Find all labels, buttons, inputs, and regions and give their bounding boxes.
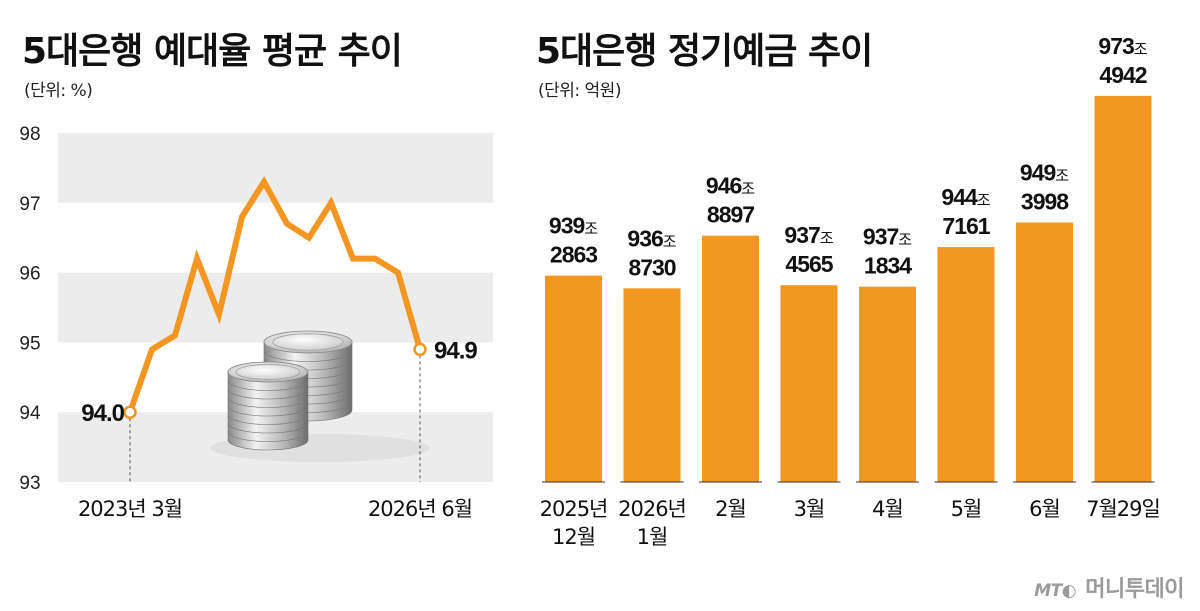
bar	[623, 288, 681, 482]
jo-number: 949	[1020, 159, 1056, 185]
jo-unit: 조	[1055, 167, 1069, 184]
y-tick-label: 93	[19, 473, 40, 494]
jo-unit: 조	[820, 230, 834, 247]
endpoint-marker	[413, 342, 427, 357]
bar-value-label-jo: 937조	[784, 222, 833, 248]
x-tick-label: 2023년 3월	[78, 497, 182, 521]
jo-unit: 조	[1134, 41, 1148, 58]
jo-number: 944	[941, 184, 978, 210]
grid-band	[58, 133, 493, 203]
bar-value-label-rest: 3998	[1021, 188, 1069, 214]
grid-band	[58, 272, 493, 343]
bar	[1016, 222, 1073, 482]
bar-value-label-rest: 8730	[628, 254, 675, 280]
x-tick-label: 2월	[715, 497, 746, 521]
x-tick-label: 3월	[794, 497, 825, 521]
bar	[702, 235, 759, 482]
bar	[780, 285, 838, 482]
y-tick-label: 97	[19, 194, 40, 215]
jo-number: 937	[784, 222, 820, 248]
y-tick-label: 96	[19, 264, 40, 285]
y-tick-label: 98	[19, 124, 40, 145]
right-chart-unit: (단위: 억원)	[538, 81, 621, 101]
mt-logo-icon: MT◐	[1034, 581, 1077, 601]
left-chart-unit: (단위: %)	[24, 81, 93, 101]
coin-top	[263, 330, 353, 354]
x-tick-label: 5월	[951, 497, 982, 521]
jo-number: 939	[549, 213, 585, 239]
jo-unit: 조	[977, 192, 991, 209]
jo-unit: 조	[741, 181, 755, 198]
bar	[545, 275, 602, 482]
bar	[1094, 95, 1152, 483]
left-y-tick-labels: 98 97 96 95 94 93	[19, 124, 41, 494]
bar-value-label-jo: 936조	[627, 225, 676, 251]
bar-value-label-rest: 1834	[864, 253, 912, 279]
x-tick-label: 2026년	[618, 497, 686, 521]
endpoint-label: 94.0	[81, 400, 124, 427]
endpoint-marker	[123, 405, 137, 419]
coin-rim	[272, 333, 344, 351]
coin-top	[227, 361, 309, 383]
coin-stack-illustration	[210, 330, 430, 462]
left-chart-title: 5대은행 예대율 평균 추이	[22, 31, 403, 72]
watermark-logo: MT◐ 머니투데이	[1034, 571, 1184, 603]
jo-number: 973	[1098, 33, 1134, 59]
bar-value-label-rest: 8897	[707, 202, 754, 228]
bar-value-label-jo: 946조	[706, 173, 755, 199]
bar-value-label-rest: 4942	[1099, 62, 1146, 88]
jo-number: 936	[627, 225, 663, 251]
left-endpoints: 94.0 94.9	[81, 337, 478, 482]
bar-value-label-jo: 949조	[1020, 159, 1069, 185]
bar	[937, 247, 995, 482]
bar-value-label-rest: 7161	[942, 213, 990, 239]
jo-number: 946	[706, 173, 742, 199]
y-tick-label: 95	[19, 333, 40, 354]
right-chart-title: 5대은행 정기예금 추이	[536, 31, 873, 72]
jo-unit: 조	[663, 233, 677, 250]
bar-value-label-jo: 973조	[1098, 33, 1147, 59]
bar-value-label-jo: 944조	[941, 184, 990, 210]
jo-unit: 조	[898, 232, 912, 249]
bar-value-label-rest: 4565	[785, 251, 833, 277]
x-tick-label: 2025년	[540, 497, 608, 521]
bar	[859, 286, 916, 482]
x-tick-label: 7월29일	[1086, 497, 1160, 521]
endpoint-label: 94.9	[434, 337, 477, 364]
x-tick-label: 12월	[552, 525, 595, 549]
x-tick-label: 6월	[1029, 497, 1060, 521]
jo-unit: 조	[584, 221, 598, 238]
series-line	[127, 175, 423, 416]
y-tick-label: 94	[19, 403, 41, 424]
left-series-line	[127, 175, 423, 416]
jo-number: 937	[863, 224, 899, 250]
right-bars: 939조28632025년12월936조87302026년1월946조88972…	[540, 33, 1161, 549]
bar-value-label-jo: 939조	[549, 213, 598, 239]
x-tick-label: 2026년 6월	[368, 497, 472, 521]
x-tick-label: 1월	[637, 525, 668, 549]
grid-band	[58, 202, 493, 273]
coin-rim	[235, 364, 301, 380]
x-tick-label: 4월	[872, 497, 903, 521]
bar-value-label-rest: 2863	[550, 242, 597, 268]
watermark-text: 머니투데이	[1085, 577, 1184, 602]
left-x-tick-labels: 2023년 3월 2026년 6월	[78, 497, 473, 521]
bar-value-label-jo: 937조	[863, 224, 912, 250]
